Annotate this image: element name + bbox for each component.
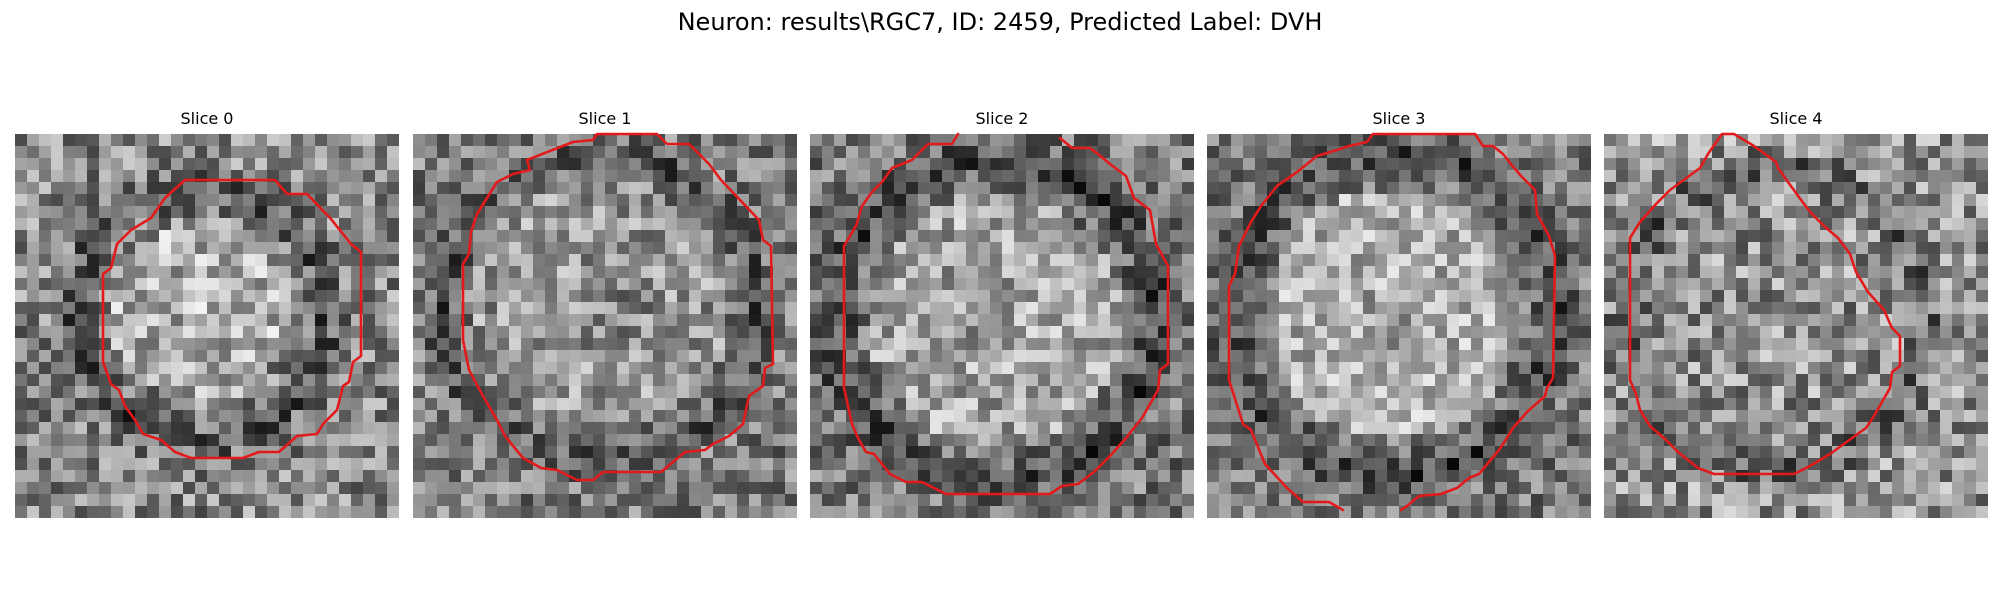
- cell-contour-0: [101, 178, 363, 460]
- slice-outline-2: [842, 132, 1170, 496]
- slice-outline-0: [101, 178, 363, 460]
- slice-title-1: Slice 1: [578, 109, 632, 128]
- cell-contour-3-left: [1227, 132, 1557, 512]
- slice-image-4: [1604, 134, 1988, 518]
- figure-title: Neuron: results\RGC7, ID: 2459, Predicte…: [677, 8, 1323, 36]
- slice-image-1: [413, 134, 797, 518]
- slice-title-4: Slice 4: [1769, 109, 1823, 128]
- slice-title-0: Slice 0: [180, 109, 234, 128]
- slice-title-3: Slice 3: [1372, 109, 1426, 128]
- slice-outline-3: [1227, 132, 1557, 512]
- slice-image-3: [1207, 134, 1591, 518]
- cell-contour-2-left: [842, 132, 982, 496]
- cell-contour-2-right: [978, 136, 1170, 496]
- cell-contour-1: [461, 132, 775, 482]
- cell-contour-4: [1628, 132, 1902, 476]
- slice-outline-1: [461, 132, 775, 482]
- slice-outline-4: [1628, 132, 1902, 476]
- slice-image-0: [15, 134, 399, 518]
- slice-title-2: Slice 2: [975, 109, 1029, 128]
